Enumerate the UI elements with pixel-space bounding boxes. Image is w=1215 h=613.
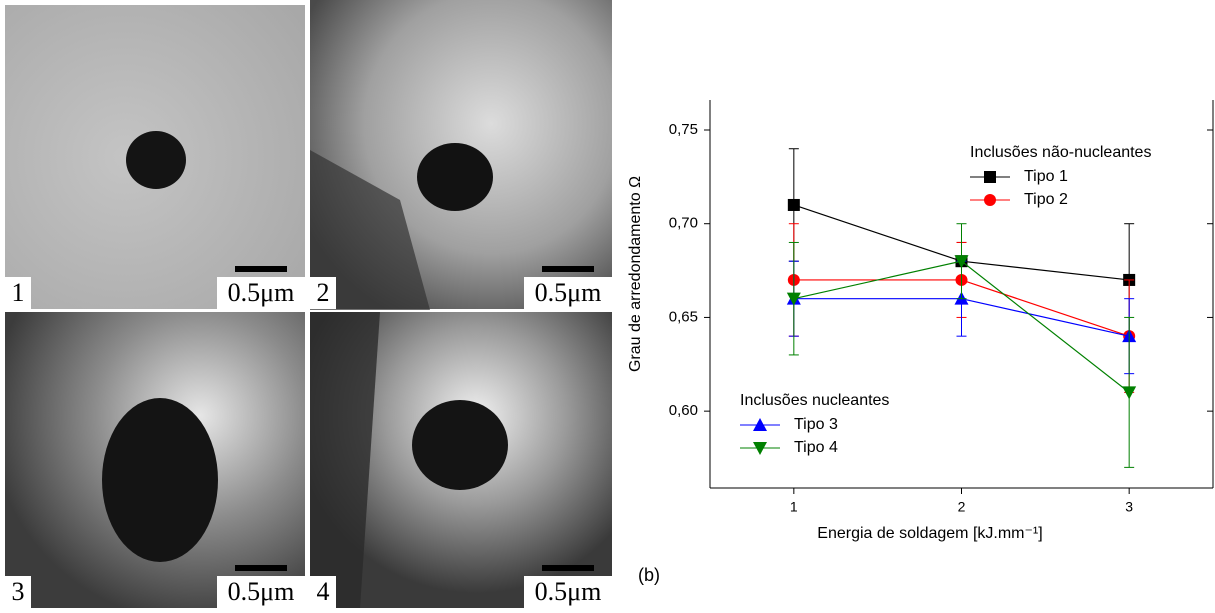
inclusion: [102, 398, 218, 562]
legend-title: Inclusões não-nucleantes: [970, 144, 1151, 161]
scale-label: 0.5μm: [535, 577, 602, 606]
legend-label: Tipo 1: [1024, 168, 1068, 185]
x-tick-label: 1: [790, 499, 798, 515]
y-axis-label: Grau de arredondamento Ω: [627, 176, 644, 372]
scale-label: 0.5μm: [535, 278, 602, 307]
x-tick-label: 2: [958, 499, 966, 515]
legend-label: Tipo 2: [1024, 191, 1068, 208]
data-point: [788, 199, 800, 211]
micrograph-label: 4: [317, 577, 330, 606]
panel-label: (b): [638, 565, 660, 585]
legend-label: Tipo 4: [794, 439, 838, 456]
y-tick-label: 0,60: [669, 402, 698, 419]
scale-label: 0.5μm: [228, 577, 295, 606]
micrograph-label: 3: [12, 577, 25, 606]
y-tick-label: 0,65: [669, 308, 698, 325]
y-tick-label: 0,75: [669, 121, 698, 138]
micrograph-label: 2: [317, 278, 330, 307]
legend-label: Tipo 3: [794, 416, 838, 433]
inclusion: [126, 131, 186, 189]
legend-title: Inclusões nucleantes: [740, 392, 889, 409]
x-tick-label: 3: [1125, 499, 1133, 515]
inclusion: [417, 143, 493, 211]
inclusion: [412, 400, 508, 490]
legend-marker: [984, 171, 996, 183]
page: 1 0.5μm 2 0.5μm 3 0.5μm 4 0.5μm 0,60 0,65 0,70 0,75…: [0, 0, 1215, 613]
x-axis-label: Energia de soldagem [kJ.mm⁻¹]: [817, 525, 1042, 542]
micrograph-label: 1: [12, 278, 25, 307]
legend-marker: [984, 194, 996, 206]
figure: 1 0.5μm 2 0.5μm 3 0.5μm 4 0.5μm 0,60 0,65 0,70 0,75…: [0, 0, 1215, 608]
y-tick-label: 0,70: [669, 215, 698, 232]
micrograph-images: [5, 0, 612, 608]
scale-label: 0.5μm: [228, 278, 295, 307]
